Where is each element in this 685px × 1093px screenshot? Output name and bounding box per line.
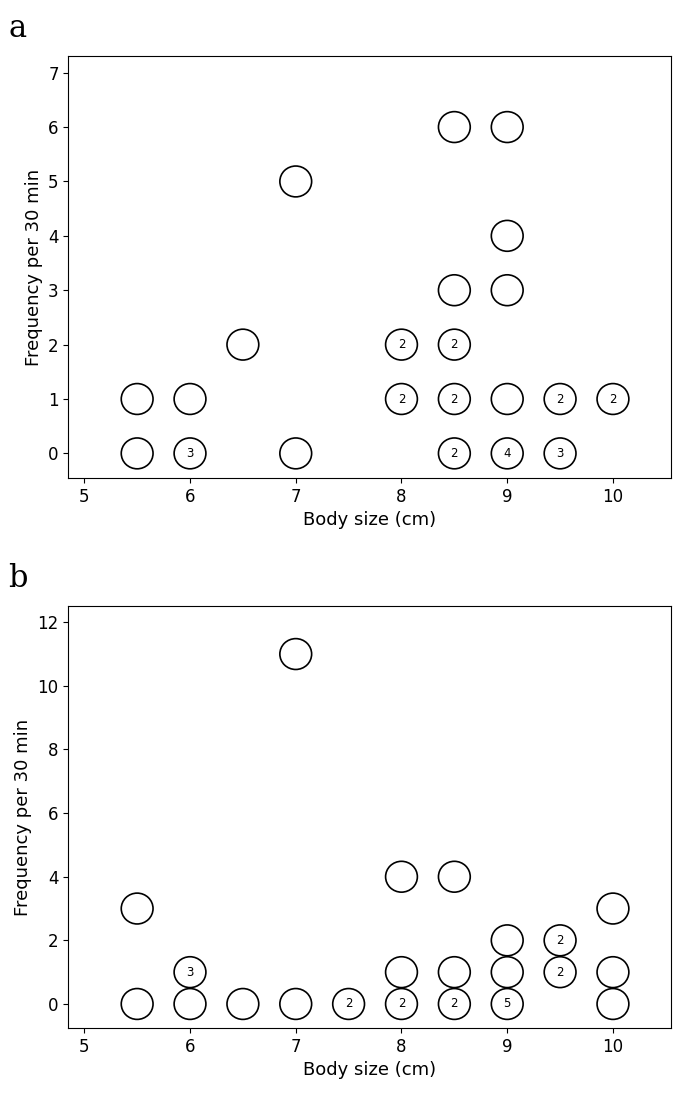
Text: 2: 2 xyxy=(556,933,564,947)
Text: 2: 2 xyxy=(398,338,406,351)
Ellipse shape xyxy=(174,988,206,1020)
Ellipse shape xyxy=(544,384,576,414)
Ellipse shape xyxy=(121,438,153,469)
Ellipse shape xyxy=(544,438,576,469)
Y-axis label: Frequency per 30 min: Frequency per 30 min xyxy=(14,718,32,916)
Ellipse shape xyxy=(174,956,206,988)
Ellipse shape xyxy=(227,329,259,360)
Ellipse shape xyxy=(597,893,629,924)
Ellipse shape xyxy=(544,925,576,955)
Ellipse shape xyxy=(438,438,470,469)
Text: a: a xyxy=(8,13,26,44)
Ellipse shape xyxy=(544,956,576,988)
Text: 2: 2 xyxy=(609,392,616,406)
Ellipse shape xyxy=(386,861,417,892)
Ellipse shape xyxy=(438,956,470,988)
Ellipse shape xyxy=(491,384,523,414)
Ellipse shape xyxy=(386,384,417,414)
Text: 2: 2 xyxy=(398,998,406,1010)
Text: 2: 2 xyxy=(451,998,458,1010)
Ellipse shape xyxy=(121,893,153,924)
Text: 2: 2 xyxy=(451,447,458,460)
Ellipse shape xyxy=(491,438,523,469)
Ellipse shape xyxy=(121,988,153,1020)
Ellipse shape xyxy=(174,438,206,469)
Ellipse shape xyxy=(386,988,417,1020)
Ellipse shape xyxy=(491,221,523,251)
Ellipse shape xyxy=(491,988,523,1020)
Text: b: b xyxy=(8,563,27,593)
Ellipse shape xyxy=(491,956,523,988)
Ellipse shape xyxy=(597,956,629,988)
Text: 3: 3 xyxy=(556,447,564,460)
Ellipse shape xyxy=(333,988,364,1020)
Ellipse shape xyxy=(438,988,470,1020)
Ellipse shape xyxy=(280,638,312,670)
Ellipse shape xyxy=(280,988,312,1020)
Ellipse shape xyxy=(438,861,470,892)
X-axis label: Body size (cm): Body size (cm) xyxy=(303,1061,436,1079)
Ellipse shape xyxy=(386,956,417,988)
Y-axis label: Frequency per 30 min: Frequency per 30 min xyxy=(25,168,42,366)
Ellipse shape xyxy=(438,329,470,360)
Ellipse shape xyxy=(121,384,153,414)
Text: 2: 2 xyxy=(451,338,458,351)
Ellipse shape xyxy=(491,274,523,306)
Text: 2: 2 xyxy=(398,392,406,406)
Text: 5: 5 xyxy=(503,998,511,1010)
Text: 2: 2 xyxy=(345,998,352,1010)
Ellipse shape xyxy=(438,111,470,142)
Ellipse shape xyxy=(438,384,470,414)
Text: 2: 2 xyxy=(556,392,564,406)
Ellipse shape xyxy=(386,329,417,360)
X-axis label: Body size (cm): Body size (cm) xyxy=(303,512,436,529)
Ellipse shape xyxy=(491,925,523,955)
Ellipse shape xyxy=(280,166,312,197)
Text: 3: 3 xyxy=(186,447,194,460)
Ellipse shape xyxy=(597,988,629,1020)
Ellipse shape xyxy=(280,438,312,469)
Text: 2: 2 xyxy=(451,392,458,406)
Ellipse shape xyxy=(597,384,629,414)
Ellipse shape xyxy=(174,384,206,414)
Ellipse shape xyxy=(227,988,259,1020)
Text: 2: 2 xyxy=(556,965,564,978)
Text: 4: 4 xyxy=(503,447,511,460)
Ellipse shape xyxy=(438,274,470,306)
Ellipse shape xyxy=(491,111,523,142)
Text: 3: 3 xyxy=(186,965,194,978)
